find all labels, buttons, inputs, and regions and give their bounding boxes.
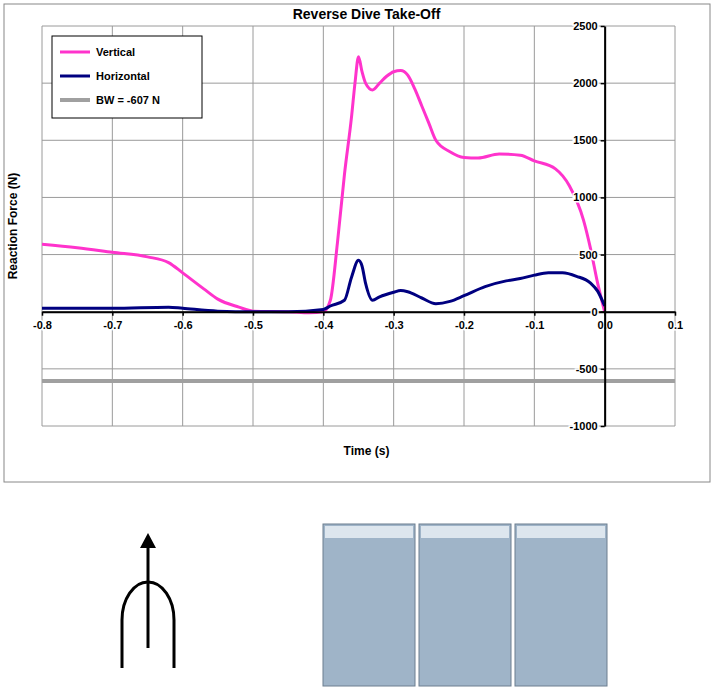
x-tick: -0.5 (244, 312, 263, 331)
x-tick-mark (464, 312, 466, 316)
x-tick-mark (534, 312, 536, 316)
y-tick-mark (601, 83, 605, 85)
y-tick: 1000 (573, 191, 604, 203)
x-axis: -0.8-0.7-0.6-0.5-0.4-0.3-0.2-0.10.00.1 (33, 312, 683, 331)
y-tick: 2500 (573, 20, 604, 32)
y-tick-label: -1000 (570, 420, 598, 432)
x-tick-mark (393, 312, 395, 316)
y-tick-label: -500 (576, 363, 598, 375)
y-tick-label: 2000 (573, 77, 597, 89)
x-tick-mark (112, 312, 114, 316)
x-tick: -0.1 (525, 312, 544, 331)
photo-panel (515, 524, 607, 686)
series-line (42, 260, 605, 311)
y-grid-line (42, 311, 675, 312)
x-axis-title: Time (s) (344, 444, 390, 458)
legend-label: BW = -607 N (96, 94, 160, 106)
x-tick-label: -0.3 (385, 319, 404, 331)
y-axis-title: Reaction Force (N) (6, 173, 20, 280)
x-grid-line (323, 26, 324, 426)
x-tick-label: -0.1 (525, 319, 544, 331)
x-grid-line (393, 26, 394, 426)
x-tick-mark (253, 312, 255, 316)
x-grid-line (604, 26, 605, 426)
series-line (42, 57, 605, 313)
y-tick-mark (601, 254, 605, 256)
x-grid-line (675, 26, 676, 426)
photo-band (421, 526, 509, 538)
legend: Vertical Horizontal BW = -607 N (52, 36, 202, 118)
y-tick-mark (601, 140, 605, 142)
x-tick-mark (323, 312, 325, 316)
y-tick-label: 1500 (573, 134, 597, 146)
x-grid-line (534, 26, 535, 426)
x-tick-mark (42, 312, 44, 316)
y-tick-label: 1000 (573, 191, 597, 203)
x-tick: -0.4 (314, 312, 334, 331)
legend-swatch (60, 98, 90, 102)
y-tick-mark (601, 26, 605, 28)
legend-swatch (60, 75, 90, 78)
sign-arrow-head (140, 533, 156, 548)
x-tick: -0.2 (455, 312, 474, 331)
chart-frame (4, 4, 710, 482)
x-tick-label: -0.2 (455, 319, 474, 331)
x-tick-mark (675, 312, 677, 316)
y-tick: -1000 (570, 420, 605, 432)
x-tick-label: -0.5 (244, 319, 263, 331)
legend-label: Horizontal (96, 70, 150, 82)
x-tick: 0.1 (668, 312, 683, 331)
photo-band (325, 526, 413, 538)
legend-box (52, 36, 202, 118)
y-tick-label: 500 (579, 249, 597, 261)
y-tick-mark (601, 311, 605, 313)
y-tick-mark (601, 369, 605, 371)
y-axis-line (604, 27, 606, 427)
x-tick: -0.8 (33, 312, 52, 331)
y-tick-label: 2500 (573, 20, 597, 32)
y-tick-mark (601, 197, 605, 199)
legend-swatch (60, 51, 90, 54)
illustration (122, 524, 607, 686)
y-tick: -500 (576, 363, 605, 375)
photo-panel (419, 524, 511, 686)
x-tick: -0.3 (385, 312, 404, 331)
x-tick-label: -0.4 (314, 319, 334, 331)
x-grid-line (464, 26, 465, 426)
x-tick-label: 0.1 (668, 319, 683, 331)
chart-svg: -0.8-0.7-0.6-0.5-0.4-0.3-0.2-0.10.00.1-1… (0, 0, 714, 690)
plot-marks (42, 57, 675, 381)
x-tick-label: -0.6 (174, 319, 193, 331)
y-tick-mark (601, 426, 605, 428)
y-axis: -1000 -500 0 500 1000 1500 2000 2500 (570, 20, 606, 432)
sign-arrow-shaft (147, 540, 150, 648)
x-tick-mark (182, 312, 184, 316)
x-tick: -0.7 (103, 312, 122, 331)
grid (42, 26, 675, 426)
series-line (42, 379, 675, 383)
photo-band (517, 526, 605, 538)
photo-panel (323, 524, 415, 686)
x-tick-label: -0.7 (103, 319, 122, 331)
y-tick: 500 (579, 249, 604, 261)
chart-title: Reverse Dive Take-Off (293, 6, 441, 22)
x-grid-line (42, 26, 43, 426)
y-tick: 2000 (573, 77, 604, 89)
y-tick: 1500 (573, 134, 604, 146)
x-axis-line (43, 311, 676, 313)
legend-label: Vertical (96, 46, 135, 58)
y-tick: 0 (592, 306, 605, 318)
x-grid-line (253, 26, 254, 426)
x-tick-label: -0.8 (33, 319, 52, 331)
sign-arch (122, 582, 174, 668)
x-tick: -0.6 (174, 312, 193, 331)
y-tick-label: 0 (592, 306, 598, 318)
